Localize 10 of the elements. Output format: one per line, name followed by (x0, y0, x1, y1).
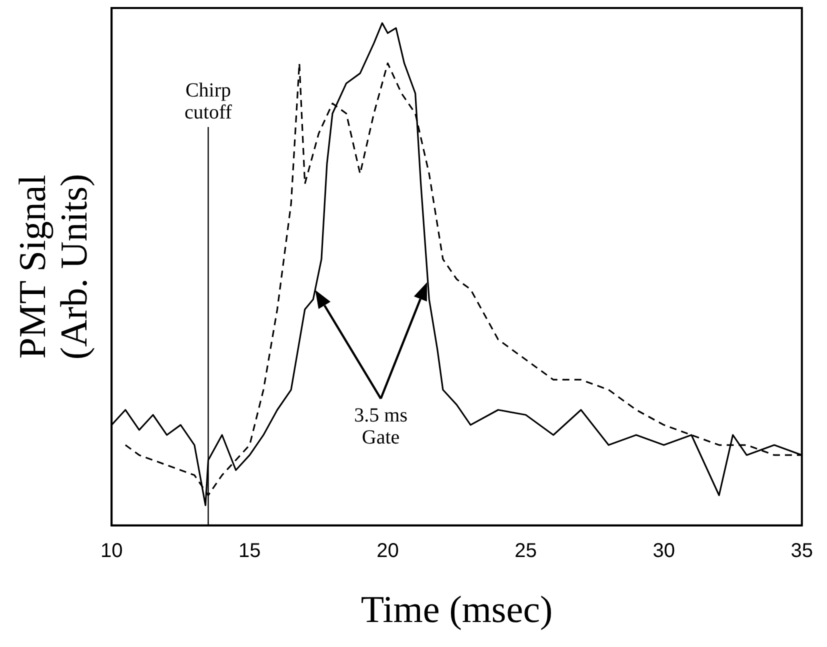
x-tick-label: 25 (514, 540, 537, 562)
x-tick-label: 10 (100, 540, 123, 562)
annotation: 3.5 ms Gate (354, 404, 408, 449)
x-tick-label: 35 (790, 540, 813, 562)
x-tick-label: 15 (238, 540, 261, 562)
ref-line-label: Chirp cutoff (184, 79, 232, 124)
x-axis-title: Time (msec) (360, 589, 553, 632)
x-tick-label: 20 (376, 540, 399, 562)
y-axis-title: PMT Signal (Arb. Units) (12, 174, 96, 360)
x-tick-label: 30 (652, 540, 675, 562)
